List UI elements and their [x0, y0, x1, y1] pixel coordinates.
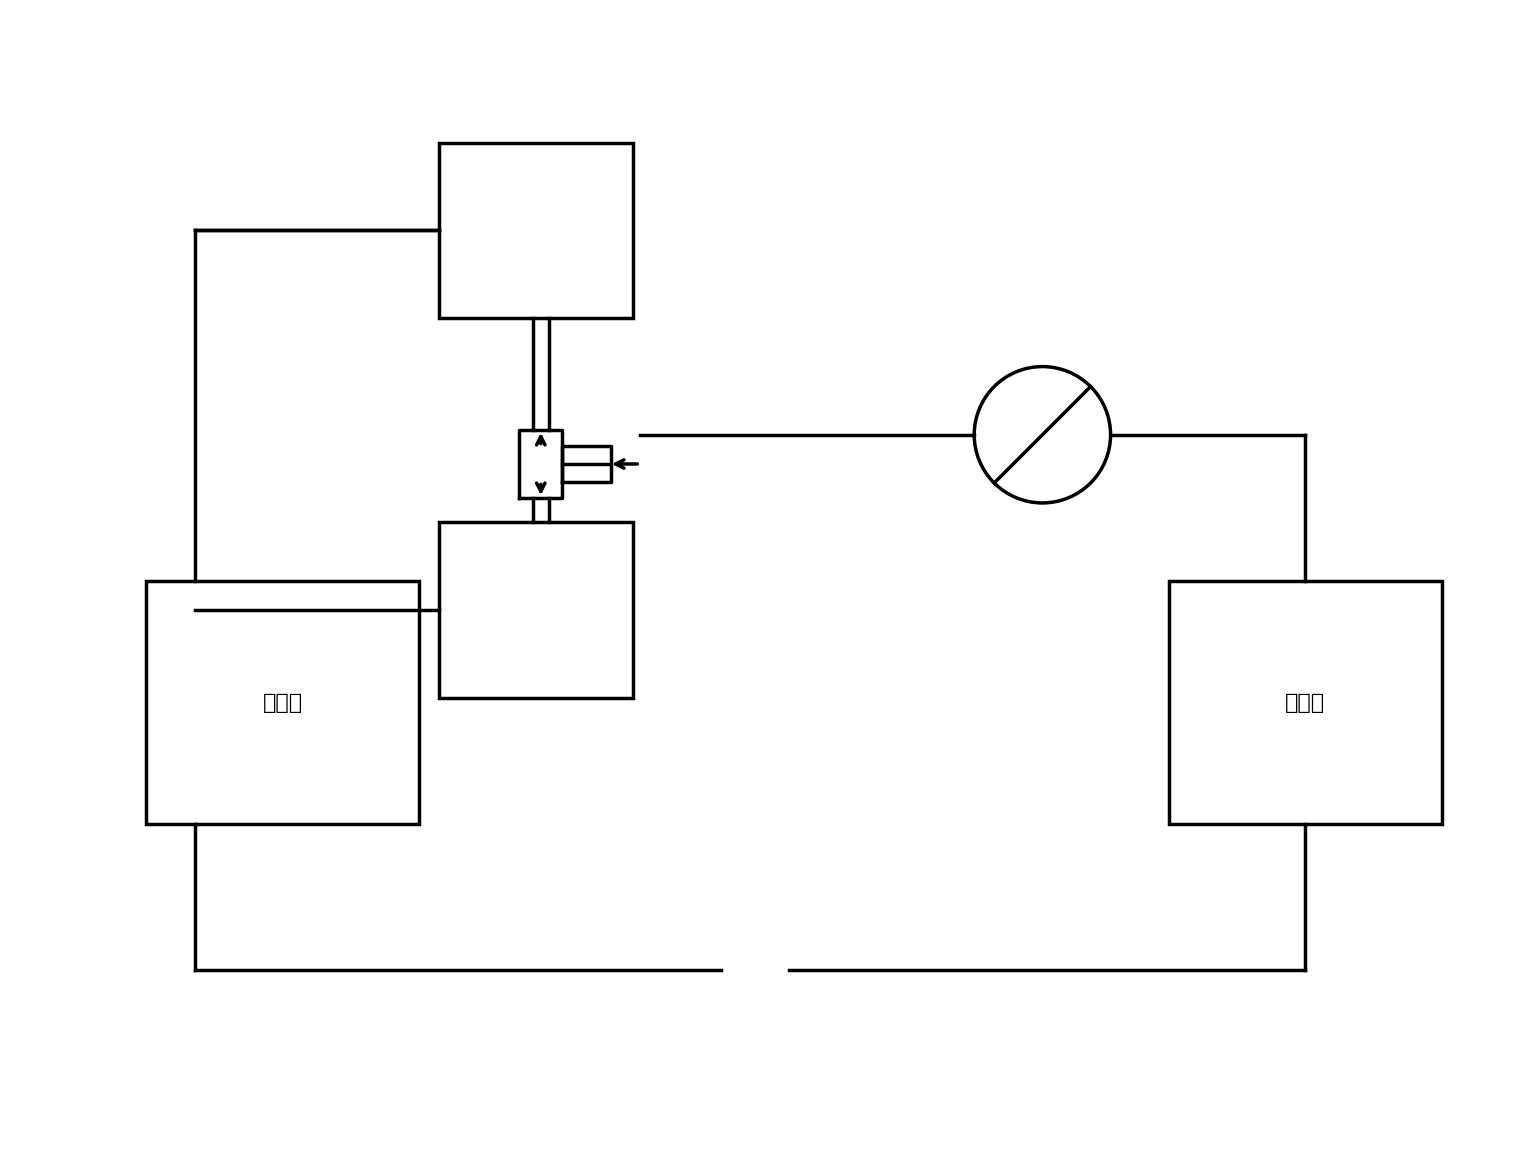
Text: 冷凝器: 冷凝器 — [262, 693, 303, 712]
Bar — [1169, 581, 1442, 824]
Bar — [438, 143, 634, 318]
Circle shape — [975, 366, 1111, 503]
Bar — [147, 581, 418, 824]
Bar — [438, 523, 634, 698]
Text: 蒸发器: 蒸发器 — [1286, 693, 1325, 712]
